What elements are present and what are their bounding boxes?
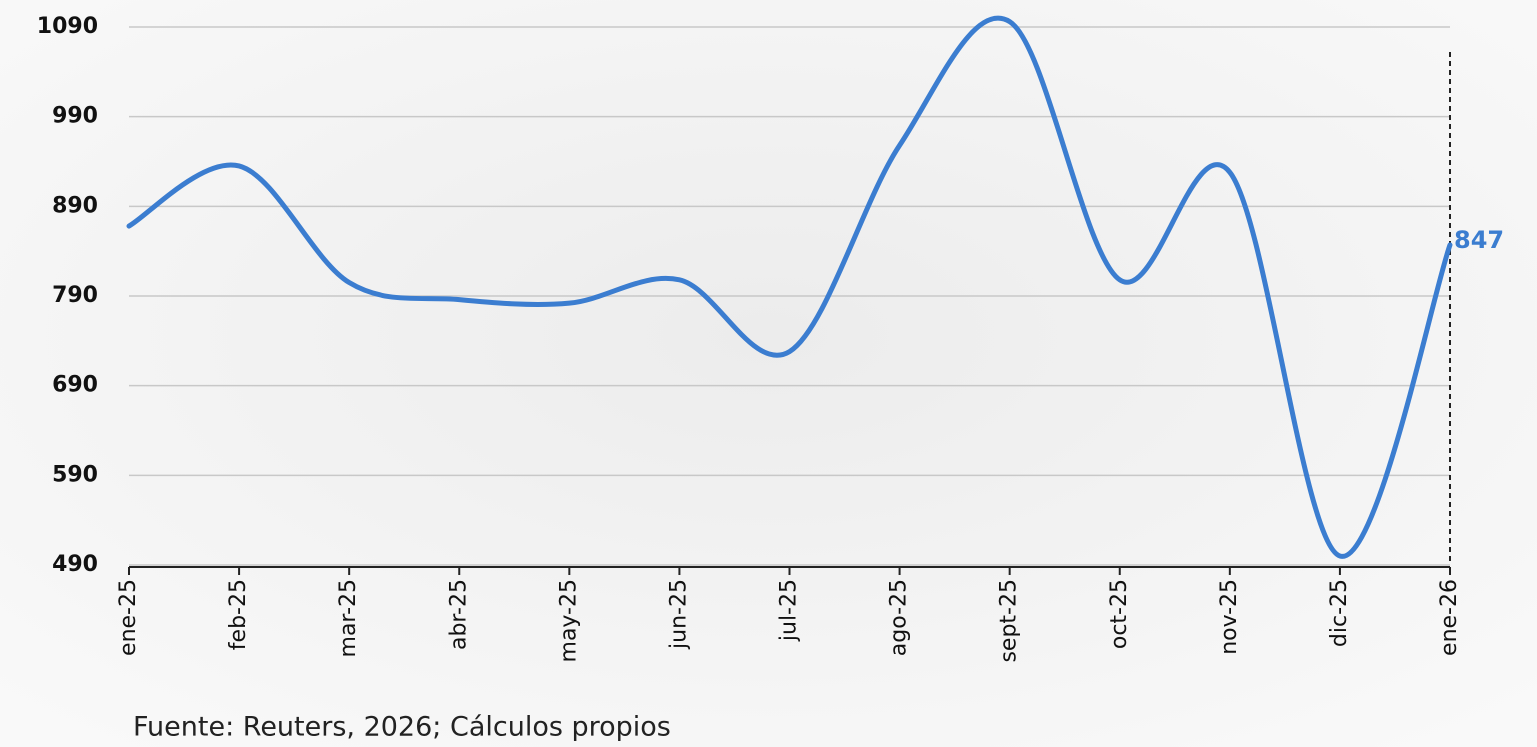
source-note: Fuente: Reuters, 2026; Cálculos propios <box>133 712 671 743</box>
x-tick-label: dic-25 <box>1327 579 1352 647</box>
x-tick-label: sept-25 <box>997 579 1022 663</box>
y-tick-label: 790 <box>52 283 98 308</box>
x-tick-label: abr-25 <box>446 579 471 650</box>
y-tick-label: 890 <box>52 193 98 218</box>
x-tick-label: ene-26 <box>1437 579 1462 656</box>
x-tick-label: jul-25 <box>777 579 802 642</box>
x-tick-label: feb-25 <box>226 579 251 650</box>
y-tick-label: 590 <box>52 462 98 487</box>
x-tick-label: oct-25 <box>1107 579 1132 649</box>
x-tick-label: ene-25 <box>116 579 141 656</box>
data-label: 847 <box>1454 226 1504 254</box>
y-tick-label: 990 <box>52 104 98 129</box>
x-tick-label: may-25 <box>556 579 581 662</box>
y-tick-label: 690 <box>52 373 98 398</box>
x-tick-label: ago-25 <box>887 579 912 656</box>
x-tick-label: mar-25 <box>336 579 361 657</box>
x-tick-label: jun-25 <box>666 579 691 650</box>
y-tick-label: 1090 <box>37 14 98 39</box>
y-tick-label: 490 <box>52 552 98 577</box>
x-tick-label: nov-25 <box>1217 579 1242 655</box>
line-series <box>126 15 1453 559</box>
